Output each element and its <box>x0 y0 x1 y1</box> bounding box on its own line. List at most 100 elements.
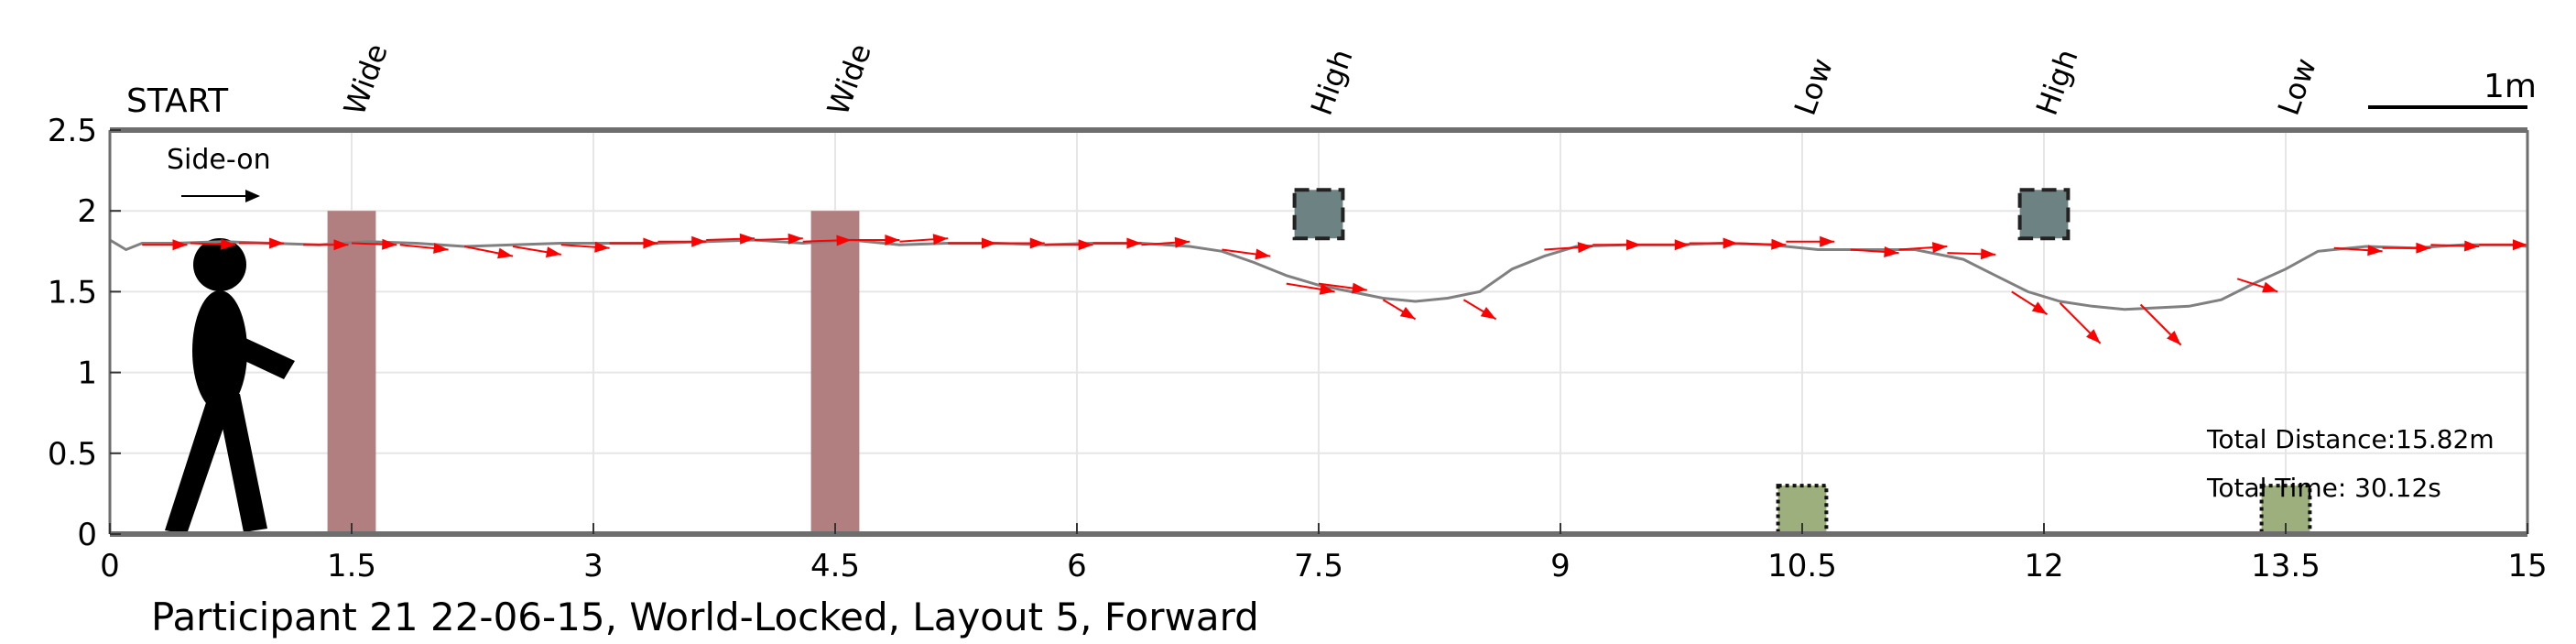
heading-arrow <box>560 241 610 253</box>
heading-arrow <box>1141 236 1190 248</box>
heading-arrow <box>609 237 658 249</box>
heading-arrow <box>464 246 514 259</box>
series-line <box>109 238 2528 311</box>
heading-arrow <box>706 233 755 245</box>
heading-arrowhead <box>643 237 658 249</box>
heading-arrowhead <box>2416 242 2431 254</box>
walking-figure-icon <box>165 238 295 534</box>
x-tick-label: 10.5 <box>1767 548 1837 584</box>
heading-arrowhead <box>1078 239 1093 251</box>
y-tick-label: 2 <box>77 193 97 230</box>
obstacle-label: Wide <box>821 39 878 120</box>
heading-arrowhead <box>691 235 707 247</box>
direction-arrowhead-icon <box>245 190 260 202</box>
heading-arrowhead <box>1884 246 1899 257</box>
heading-arrowhead <box>433 243 449 254</box>
heading-arrowhead <box>2031 301 2048 315</box>
heading-arrow <box>2059 302 2102 344</box>
heading-arrow <box>1382 299 1417 321</box>
heading-arrow <box>1544 242 1593 254</box>
heading-arrowhead <box>221 238 236 250</box>
heading-arrowhead <box>1723 237 1738 249</box>
obstacle-wide <box>810 211 860 534</box>
heading-arrow <box>1286 282 1335 295</box>
heading-arrow <box>754 233 803 245</box>
heading-arrow <box>851 235 900 246</box>
total-distance: Total Distance:15.82m <box>2206 424 2494 454</box>
heading-arrowhead <box>885 235 900 246</box>
heading-arrow <box>1092 237 1142 249</box>
heading-arrow <box>2333 245 2383 257</box>
heading-arrowhead <box>1352 282 1367 294</box>
heading-arrow <box>2382 242 2431 254</box>
obstacle-label: High <box>2029 45 2085 120</box>
y-tick-label: 1.5 <box>48 274 97 311</box>
heading-arrow <box>1641 239 1690 251</box>
x-tick-label: 7.5 <box>1294 548 1343 584</box>
heading-arrowhead <box>172 239 188 251</box>
heading-arrow <box>1462 299 1497 321</box>
obstacle-label: High <box>1304 45 1360 120</box>
heading-arrowhead <box>836 235 852 246</box>
heading-arrow <box>1222 248 1271 260</box>
heading-arrow <box>1850 246 1899 257</box>
heading-arrowhead <box>546 246 561 258</box>
heading-arrowhead <box>982 237 996 249</box>
heading-arrow <box>2139 303 2182 346</box>
heading-arrowhead <box>2464 240 2480 252</box>
obstacle-label: Low <box>1788 54 1840 120</box>
heading-arrow <box>1318 282 1367 294</box>
heading-arrow <box>351 238 397 250</box>
x-tick-label: 3 <box>583 548 603 584</box>
x-tick-label: 15 <box>2507 548 2547 584</box>
heading-arrowhead <box>1577 242 1593 254</box>
heading-arrowhead <box>788 233 803 245</box>
chart-title: Participant 21 22-06-15, World-Locked, L… <box>151 595 1259 639</box>
heading-arrow <box>303 239 349 251</box>
total-time: Total Time: 30.12s <box>2206 473 2441 503</box>
heading-arrowhead <box>1319 283 1335 295</box>
heading-arrow <box>899 234 949 246</box>
heading-arrowhead <box>1981 248 1996 260</box>
y-tick-label: 0.5 <box>48 436 97 473</box>
heading-arrow <box>190 238 236 250</box>
walk-path <box>109 238 2528 311</box>
heading-arrowhead <box>382 238 397 250</box>
y-tick-label: 0 <box>77 517 97 553</box>
heading-arrow <box>2011 290 2049 315</box>
heading-arrow <box>399 243 449 254</box>
heading-arrow <box>1786 235 1835 247</box>
heading-arrow <box>1689 237 1738 249</box>
heading-arrow <box>1044 239 1093 251</box>
obstacle-label: Wide <box>337 39 395 120</box>
obstacle-label: Low <box>2271 54 2323 120</box>
obstacle-high <box>1292 188 1345 241</box>
heading-arrowhead <box>497 247 513 259</box>
heading-arrowhead <box>269 237 285 249</box>
heading-arrow <box>2430 240 2480 252</box>
heading-arrow <box>996 237 1045 249</box>
heading-arrowhead <box>1255 248 1271 260</box>
heading-arrow <box>802 235 852 246</box>
heading-arrowhead <box>1174 236 1190 248</box>
heading-arrowhead <box>2167 331 2181 345</box>
heading-arrowhead <box>2367 245 2383 257</box>
heading-arrowhead <box>1399 307 1416 320</box>
x-tick-label: 0 <box>100 548 120 584</box>
axes: 0 1.5 3 4.5 6 7.5 9 10.5 12 13.5 15 0 0.5 1 1.5 2 2.5 <box>48 113 2548 584</box>
heading-arrowhead <box>739 233 755 245</box>
heading-arrowhead <box>1674 239 1690 251</box>
heading-arrow <box>2236 278 2278 293</box>
heading-arrowhead <box>1932 242 1948 254</box>
scale-label: 1m <box>2484 68 2537 105</box>
heading-arrowhead <box>932 234 949 246</box>
heading-arrowhead <box>1480 307 1496 320</box>
y-tick-label: 1 <box>77 355 97 392</box>
heading-arrow <box>1737 238 1787 250</box>
x-tick-label: 4.5 <box>810 548 860 584</box>
obstacle-high <box>2017 188 2071 241</box>
heading-arrowhead <box>1126 237 1142 249</box>
obstacle-wide <box>327 211 376 534</box>
heading-arrow <box>142 239 188 251</box>
